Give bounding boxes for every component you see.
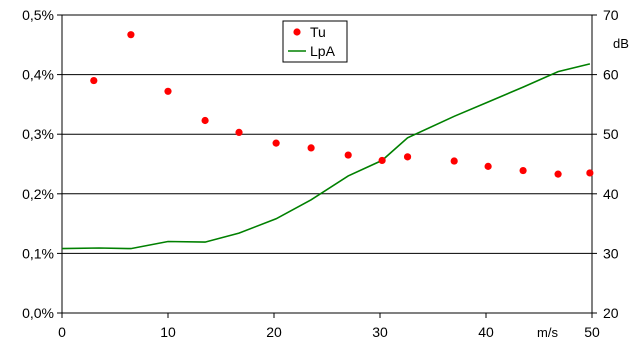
left-tick-label: 0,0% bbox=[22, 305, 54, 321]
right-tick-label: 40 bbox=[603, 186, 619, 202]
right-tick-label: 30 bbox=[603, 245, 619, 261]
data-point-tu bbox=[586, 169, 594, 177]
left-tick-label: 0,1% bbox=[22, 245, 54, 261]
right-tick-label: 70 bbox=[603, 7, 619, 23]
x-tick-label: 0 bbox=[58, 324, 66, 340]
x-tick-label: 40 bbox=[478, 324, 494, 340]
data-point-tu bbox=[554, 170, 562, 178]
left-tick-label: 0,2% bbox=[22, 186, 54, 202]
gridlines bbox=[62, 74, 592, 254]
data-point-tu bbox=[307, 144, 315, 152]
data-point-tu bbox=[484, 162, 492, 170]
legend: Tu LpA bbox=[282, 20, 348, 63]
data-point-tu bbox=[378, 156, 386, 165]
data-point-tu bbox=[201, 116, 209, 125]
left-axis-ticks: 0,0% 0,1% 0,2% 0,3% 0,4% 0,5% bbox=[22, 7, 62, 321]
series-tu-points bbox=[90, 31, 594, 178]
series-line-lpa bbox=[61, 63, 591, 250]
data-point-tu bbox=[272, 139, 280, 147]
data-point-tu bbox=[450, 157, 458, 165]
data-point-tu bbox=[403, 153, 412, 161]
x-tick-label: 50 bbox=[584, 324, 600, 340]
x-tick-label: 20 bbox=[266, 324, 282, 340]
x-axis-label: m/s bbox=[537, 325, 558, 340]
data-point-tu bbox=[235, 128, 243, 137]
x-axis-ticks: 0 10 20 30 40 50 bbox=[58, 313, 600, 340]
plot-area-border bbox=[61, 14, 593, 314]
right-axis-label: dB bbox=[613, 36, 629, 51]
left-tick-label: 0,3% bbox=[22, 126, 54, 142]
legend-box bbox=[282, 20, 348, 63]
data-point-tu bbox=[164, 87, 172, 95]
series-lpa-line bbox=[61, 63, 591, 250]
right-tick-label: 20 bbox=[603, 305, 619, 321]
left-tick-label: 0,4% bbox=[22, 67, 54, 83]
right-tick-label: 50 bbox=[603, 126, 619, 142]
x-tick-label: 10 bbox=[160, 324, 176, 340]
data-point-tu bbox=[127, 31, 135, 39]
data-point-tu bbox=[344, 151, 352, 159]
right-axis-ticks: 20 30 40 50 60 70 bbox=[592, 7, 619, 321]
legend-tu-marker bbox=[293, 28, 301, 36]
legend-tu-label: Tu bbox=[310, 24, 326, 40]
data-point-tu bbox=[90, 76, 98, 85]
right-tick-label: 60 bbox=[603, 67, 619, 83]
data-point-tu bbox=[519, 166, 527, 175]
x-tick-label: 30 bbox=[372, 324, 388, 340]
left-tick-label: 0,5% bbox=[22, 7, 54, 23]
legend-lpa-label: LpA bbox=[310, 43, 336, 59]
